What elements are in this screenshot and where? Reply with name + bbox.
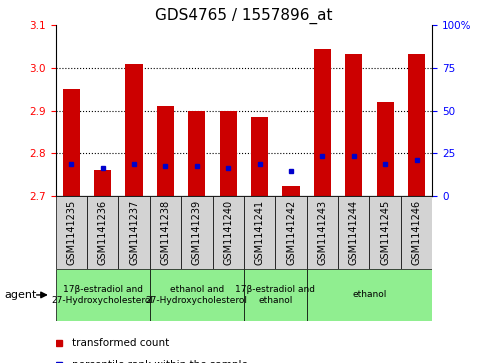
Text: 17β-estradiol and
ethanol: 17β-estradiol and ethanol [235,285,315,305]
Text: percentile rank within the sample: percentile rank within the sample [72,360,248,363]
Text: GSM1141240: GSM1141240 [223,200,233,265]
Text: GSM1141237: GSM1141237 [129,200,139,265]
Bar [244,269,307,321]
Bar [118,196,150,269]
Bar [251,117,268,196]
Bar [150,196,181,269]
Bar [126,64,142,196]
Title: GDS4765 / 1557896_at: GDS4765 / 1557896_at [155,8,333,24]
Bar [213,196,244,269]
Bar [283,186,299,196]
Text: GSM1141241: GSM1141241 [255,200,265,265]
Bar [345,54,362,196]
Bar [307,196,338,269]
Bar [63,89,80,196]
Bar [275,196,307,269]
Bar [157,106,174,196]
Bar [369,196,401,269]
Text: GSM1141243: GSM1141243 [317,200,327,265]
Text: ethanol and
27-Hydroxycholesterol: ethanol and 27-Hydroxycholesterol [146,285,248,305]
Bar [307,269,432,321]
Bar [181,196,213,269]
Text: ethanol: ethanol [352,290,387,299]
Text: agent: agent [5,290,37,300]
Bar [314,49,331,196]
Text: GSM1141236: GSM1141236 [98,200,108,265]
Text: GSM1141246: GSM1141246 [412,200,422,265]
Bar [94,171,111,196]
Bar [408,54,425,196]
Bar [377,102,394,196]
Text: GSM1141235: GSM1141235 [66,200,76,265]
Text: GSM1141242: GSM1141242 [286,200,296,265]
Text: transformed count: transformed count [72,338,170,348]
Bar [244,196,275,269]
Bar [338,196,369,269]
Text: 17β-estradiol and
27-Hydroxycholesterol: 17β-estradiol and 27-Hydroxycholesterol [52,285,154,305]
Bar [188,111,205,196]
Bar [87,196,118,269]
Bar [150,269,244,321]
Text: GSM1141244: GSM1141244 [349,200,359,265]
Text: GSM1141238: GSM1141238 [160,200,170,265]
Bar [220,111,237,196]
Text: GSM1141239: GSM1141239 [192,200,202,265]
Bar [401,196,432,269]
Text: GSM1141245: GSM1141245 [380,200,390,265]
Bar [56,269,150,321]
Bar [56,196,87,269]
